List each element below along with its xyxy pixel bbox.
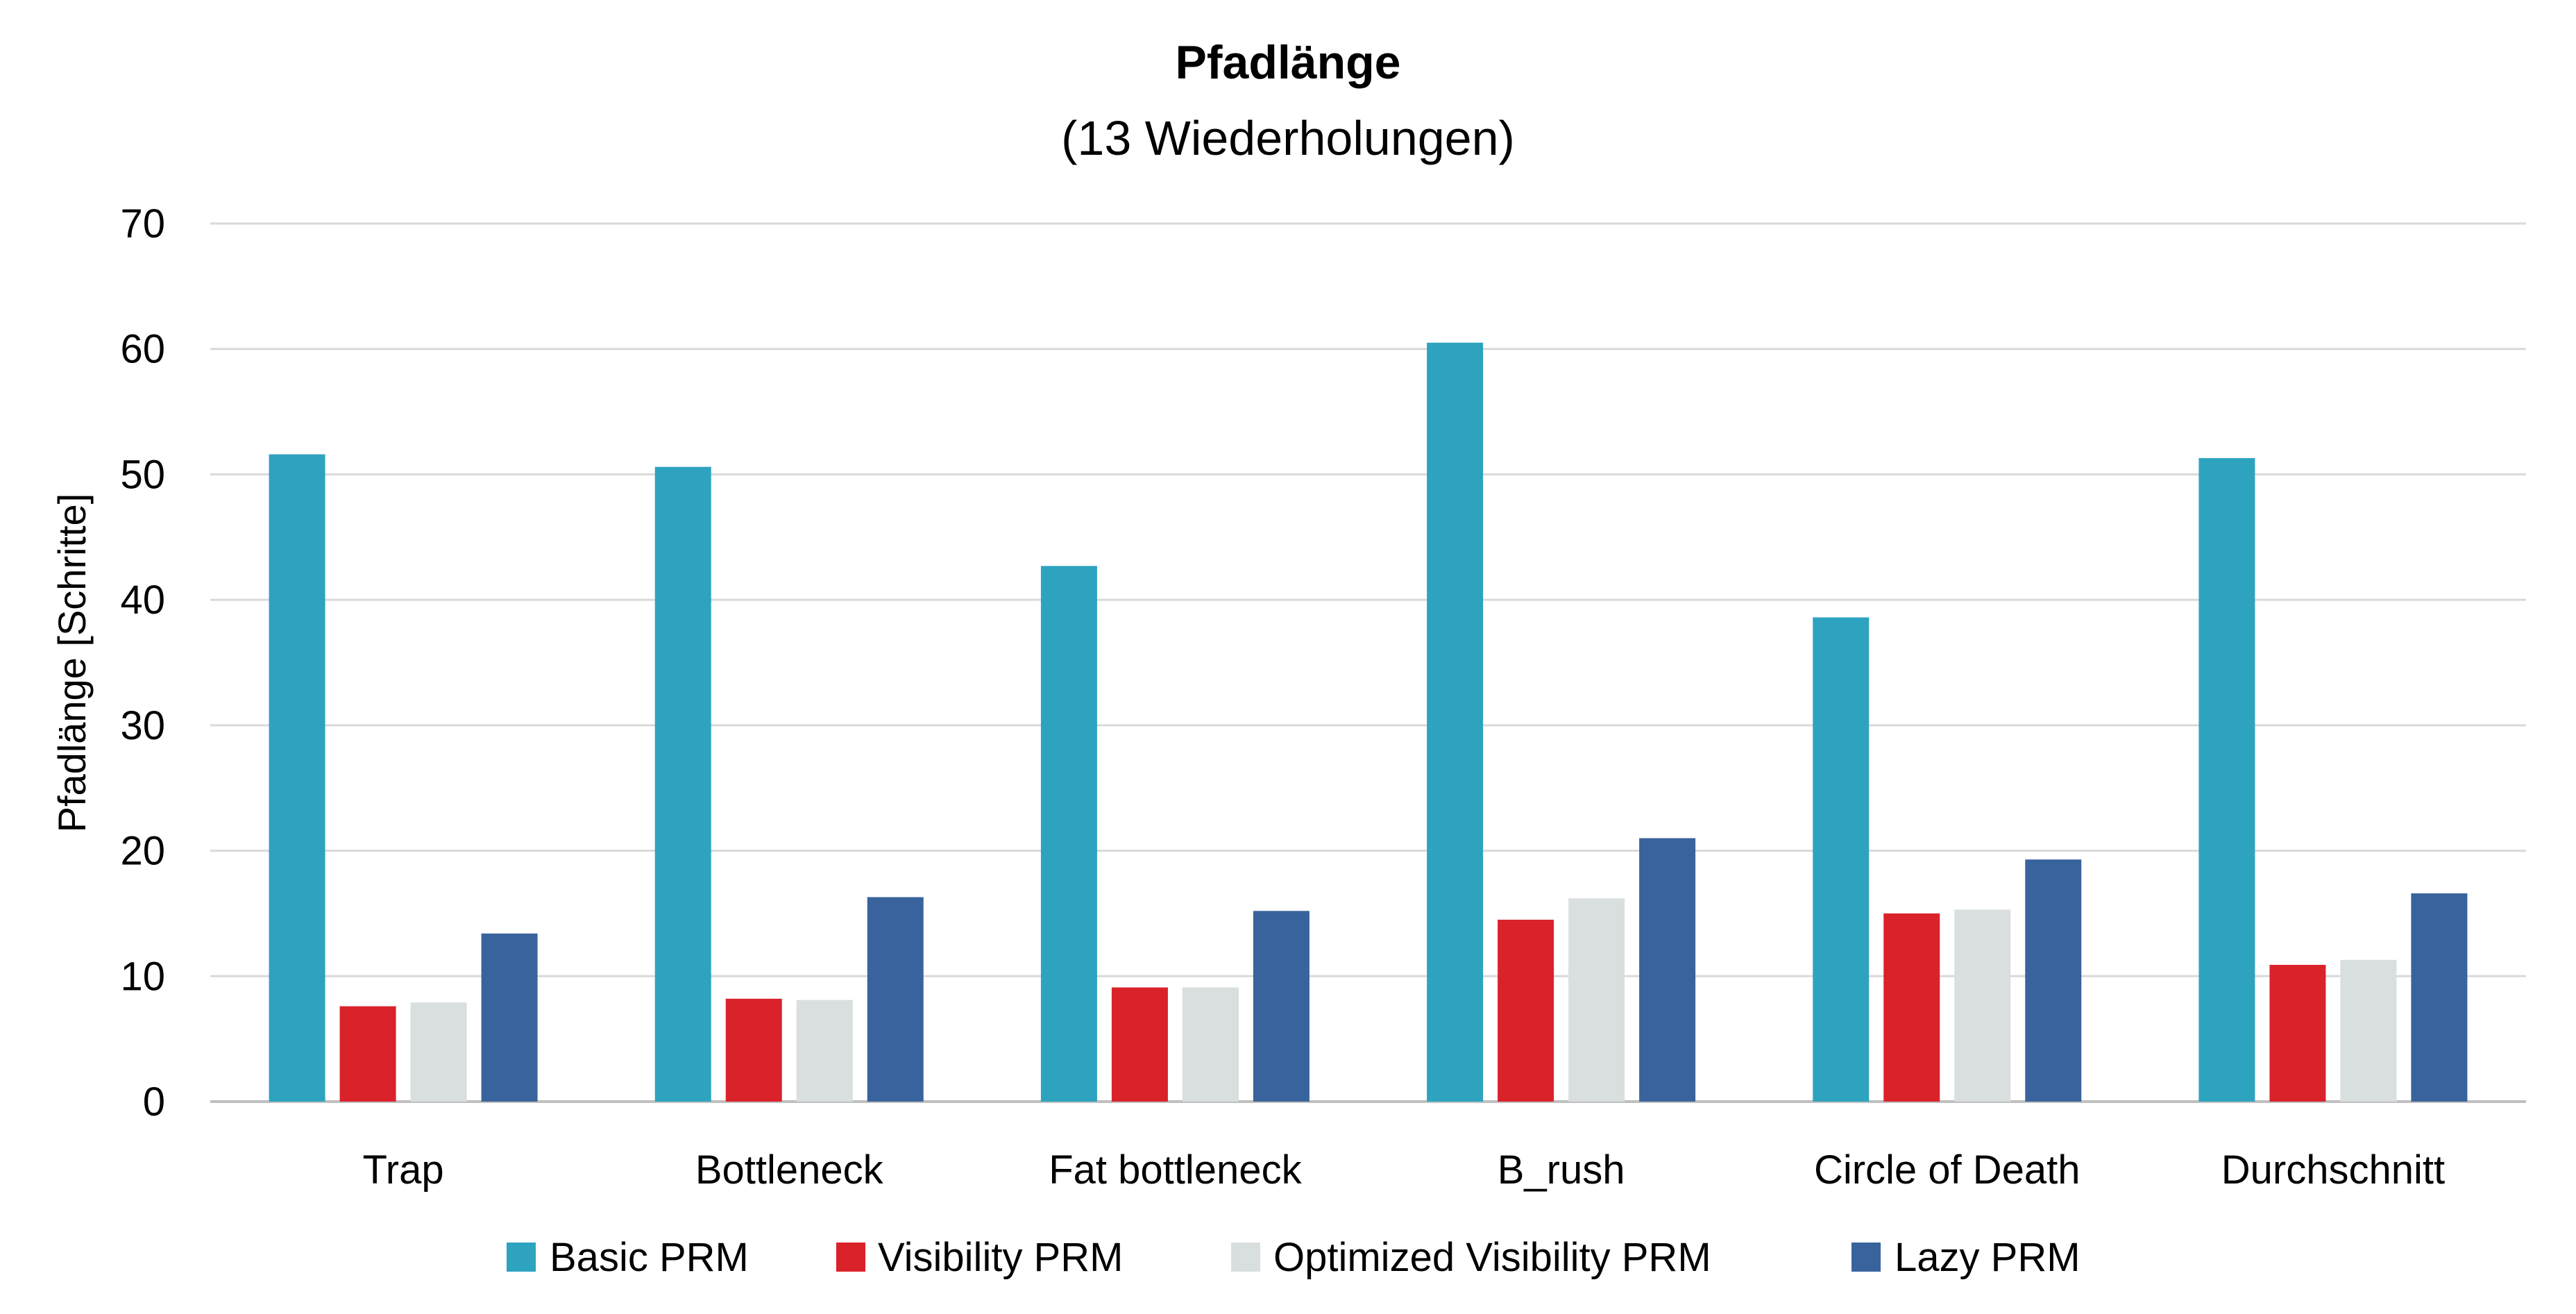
bar-basic-prm (2198, 457, 2255, 1102)
x-tick-label: Circle of Death (1814, 1147, 2081, 1193)
y-tick-label: 0 (143, 1079, 165, 1125)
bar-basic-prm (1813, 617, 1870, 1102)
x-tick-label: Durchschnitt (2221, 1147, 2445, 1193)
chart-title: Pfadlänge (1176, 36, 1401, 89)
chart-subtitle: (13 Wiederholungen) (1061, 111, 1515, 165)
legend-swatch (1231, 1243, 1260, 1272)
legend-swatch (836, 1243, 865, 1272)
bar-lazy-prm (481, 933, 538, 1102)
bar-lazy-prm (2025, 859, 2082, 1102)
bar-lazy-prm (1639, 838, 1696, 1102)
y-tick-label: 70 (120, 201, 165, 246)
y-tick-label: 30 (120, 703, 165, 748)
legend: Basic PRM Visibility PRM Optimized Visibil… (507, 1235, 2081, 1280)
bar-optimized-visibility-prm (1182, 987, 1239, 1102)
legend-label: Lazy PRM (1895, 1235, 2081, 1280)
legend-label: Visibility PRM (878, 1235, 1123, 1280)
legend-swatch (1852, 1243, 1881, 1272)
y-tick-labels: 0 10 20 30 40 50 60 70 (120, 201, 165, 1125)
y-tick-label: 60 (120, 327, 165, 372)
bar-visibility-prm (1883, 913, 1940, 1102)
bar-optimized-visibility-prm (796, 1000, 853, 1102)
y-tick-label: 10 (120, 954, 165, 999)
legend-label: Basic PRM (550, 1235, 749, 1280)
x-tick-label: Fat bottleneck (1049, 1147, 1302, 1193)
x-tick-label: B_rush (1498, 1147, 1625, 1193)
legend-label: Optimized Visibility PRM (1273, 1235, 1711, 1280)
bar-lazy-prm (1253, 911, 1310, 1102)
bar-optimized-visibility-prm (410, 1002, 467, 1102)
bar-lazy-prm (2411, 893, 2468, 1102)
bar-visibility-prm (725, 998, 782, 1102)
bar-optimized-visibility-prm (2340, 959, 2397, 1102)
bar-visibility-prm (339, 1006, 396, 1102)
x-tick-label: Bottleneck (695, 1147, 884, 1193)
bar-visibility-prm (2269, 965, 2326, 1102)
x-tick-label: Trap (363, 1147, 444, 1193)
x-tick-labels: Trap Bottleneck Fat bottleneck B_rush Circle… (363, 1147, 2446, 1193)
bar-visibility-prm (1498, 919, 1554, 1102)
bar-basic-prm (654, 466, 711, 1102)
bar-visibility-prm (1111, 987, 1168, 1102)
bar-optimized-visibility-prm (1954, 909, 2011, 1102)
y-tick-label: 50 (120, 452, 165, 497)
bar-optimized-visibility-prm (1568, 898, 1625, 1102)
y-tick-label: 40 (120, 578, 165, 623)
bar-basic-prm (1040, 566, 1097, 1102)
bar-basic-prm (1427, 342, 1484, 1102)
y-tick-label: 20 (120, 829, 165, 874)
legend-swatch (507, 1243, 536, 1272)
y-axis-label: Pfadlänge [Schritte] (50, 494, 94, 833)
bar-basic-prm (269, 454, 325, 1102)
gridlines (210, 222, 2526, 1103)
bars (269, 342, 2468, 1102)
bar-lazy-prm (867, 897, 924, 1102)
